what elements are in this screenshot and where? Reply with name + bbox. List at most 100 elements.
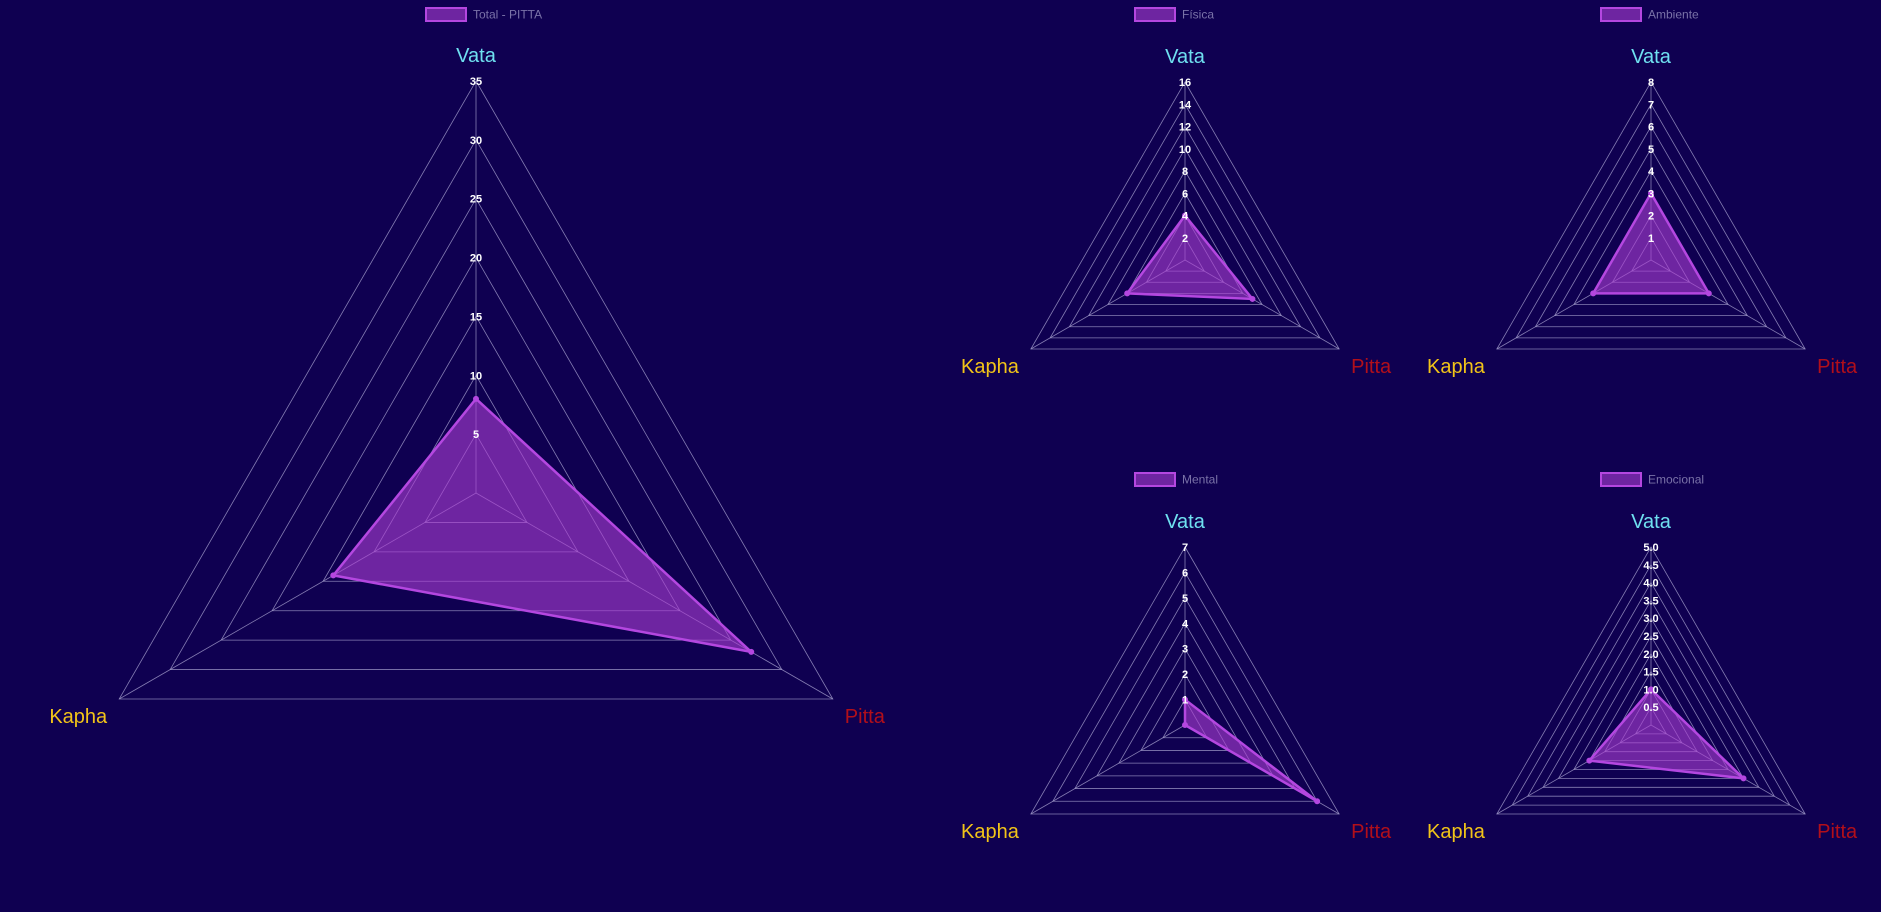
tick-label: 25 bbox=[470, 194, 482, 206]
tick-label: 6 bbox=[1182, 567, 1188, 579]
tick-label: 30 bbox=[470, 135, 482, 147]
tick-label: 35 bbox=[470, 76, 482, 88]
axis-label-kapha: Kapha bbox=[1427, 821, 1486, 843]
data-point bbox=[1590, 290, 1597, 297]
tick-label: 2 bbox=[1182, 233, 1188, 245]
grid-ring bbox=[1068, 125, 1302, 328]
axis-label-vata: Vata bbox=[1631, 46, 1672, 68]
grid-ring bbox=[1557, 617, 1745, 779]
data-area bbox=[1125, 214, 1254, 301]
grid-ring bbox=[271, 256, 681, 612]
data-point bbox=[1182, 722, 1188, 728]
axis-label-pitta: Pitta bbox=[1351, 821, 1392, 843]
tick-label: 6 bbox=[1182, 188, 1188, 200]
axis-label-kapha: Kapha bbox=[1427, 356, 1486, 378]
tick-label: 5 bbox=[1648, 144, 1654, 156]
legend-label: Total - PITTA bbox=[473, 8, 542, 22]
grid-ring bbox=[1534, 125, 1768, 328]
legend-label: Emocional bbox=[1648, 473, 1704, 487]
data-point bbox=[1314, 798, 1321, 805]
axis-label-pitta: Pitta bbox=[1817, 821, 1858, 843]
data-point bbox=[1249, 295, 1256, 302]
tick-label: 10 bbox=[1179, 144, 1191, 156]
tick-label: 12 bbox=[1179, 122, 1191, 134]
grid-ring bbox=[1496, 546, 1806, 815]
tick-label: 2.0 bbox=[1643, 649, 1658, 661]
tick-label: 4 bbox=[1182, 211, 1189, 223]
radar-chart-total: Total - PITTA 5 10 15 20 25 30 35 Vata Pitta Kapha bbox=[49, 7, 886, 728]
axis-label-pitta: Pitta bbox=[845, 706, 886, 728]
grid-ring bbox=[1087, 147, 1283, 317]
legend-swatch bbox=[1134, 7, 1176, 22]
tick-label: 6 bbox=[1648, 122, 1654, 134]
axis-label-vata: Vata bbox=[1165, 46, 1206, 68]
tick-label: 8 bbox=[1182, 166, 1188, 178]
tick-label: 2 bbox=[1182, 669, 1188, 681]
axis-label-kapha: Kapha bbox=[961, 356, 1020, 378]
tick-label: 20 bbox=[470, 253, 482, 265]
tick-label: 2.5 bbox=[1643, 631, 1658, 643]
tick-label: 7 bbox=[1648, 99, 1654, 111]
tick-label: 8 bbox=[1648, 77, 1654, 89]
legend-swatch bbox=[1600, 7, 1642, 22]
legend-swatch bbox=[1600, 472, 1642, 487]
tick-label: 5.0 bbox=[1643, 542, 1658, 554]
axis-label-pitta: Pitta bbox=[1817, 356, 1858, 378]
legend: Ambiente bbox=[1600, 7, 1699, 22]
legend-swatch bbox=[1134, 472, 1176, 487]
grid-ring bbox=[169, 139, 783, 670]
axis-spoke bbox=[1030, 724, 1186, 815]
radar-chart-fisica: Física 2 4 6 8 10 12 14 16 Vata Pitta Kapha bbox=[961, 7, 1392, 378]
grid-ring bbox=[1096, 622, 1274, 777]
legend-label: Física bbox=[1182, 8, 1214, 22]
grid-ring bbox=[1052, 571, 1318, 802]
grid-ring bbox=[1526, 581, 1776, 797]
tick-label: 10 bbox=[470, 370, 482, 382]
grid-ring bbox=[1573, 170, 1729, 305]
axis-label-kapha: Kapha bbox=[961, 821, 1020, 843]
legend-label: Ambiente bbox=[1648, 8, 1699, 22]
tick-label: 3.5 bbox=[1643, 595, 1658, 607]
data-area bbox=[332, 397, 753, 654]
grid-ring bbox=[1030, 546, 1340, 815]
tick-label: 4.0 bbox=[1643, 578, 1658, 590]
tick-label: 1 bbox=[1182, 695, 1188, 707]
axis-label-vata: Vata bbox=[1631, 511, 1672, 533]
grid-ring bbox=[1107, 170, 1263, 305]
grid-ring bbox=[1049, 103, 1321, 339]
grid-ring bbox=[1511, 564, 1791, 806]
grid-ring bbox=[1030, 81, 1340, 350]
legend-swatch bbox=[425, 7, 467, 22]
data-point bbox=[1182, 696, 1188, 703]
grid-ring bbox=[1542, 599, 1760, 788]
radar-chart-emocional: Emocional 0.5 1.0 1.5 2.0 2.5 3.0 3.5 4.0 4.5 5.0 V… bbox=[1427, 472, 1858, 843]
data-point bbox=[1124, 290, 1131, 297]
grid-ring bbox=[1140, 673, 1230, 751]
grid-ring bbox=[1573, 635, 1729, 770]
data-point bbox=[1705, 290, 1712, 297]
data-point bbox=[748, 648, 755, 655]
tick-label: 5 bbox=[1182, 593, 1188, 605]
tick-label: 1.5 bbox=[1643, 667, 1658, 679]
data-area bbox=[1591, 192, 1711, 295]
grid-ring bbox=[220, 197, 732, 641]
legend-label: Mental bbox=[1182, 473, 1218, 487]
tick-label: 1 bbox=[1648, 233, 1654, 245]
tick-label: 4 bbox=[1648, 166, 1655, 178]
tick-label: 4.5 bbox=[1643, 560, 1658, 572]
grid-ring bbox=[1074, 597, 1296, 789]
tick-label: 16 bbox=[1179, 77, 1191, 89]
radar-chart-ambiente: Ambiente 1 2 3 4 5 6 7 8 Vata Pitta Kapha bbox=[1427, 7, 1858, 378]
tick-label: 5 bbox=[473, 429, 479, 441]
grid-ring bbox=[1553, 147, 1749, 317]
legend: Mental bbox=[1134, 472, 1218, 487]
axis-label-vata: Vata bbox=[1165, 511, 1206, 533]
grid-ring bbox=[118, 80, 834, 700]
tick-label: 2 bbox=[1648, 211, 1654, 223]
legend: Total - PITTA bbox=[425, 7, 542, 22]
tick-label: 3.0 bbox=[1643, 613, 1658, 625]
tick-label: 3 bbox=[1182, 644, 1188, 656]
data-point bbox=[1182, 212, 1188, 219]
axis-label-vata: Vata bbox=[456, 45, 497, 67]
